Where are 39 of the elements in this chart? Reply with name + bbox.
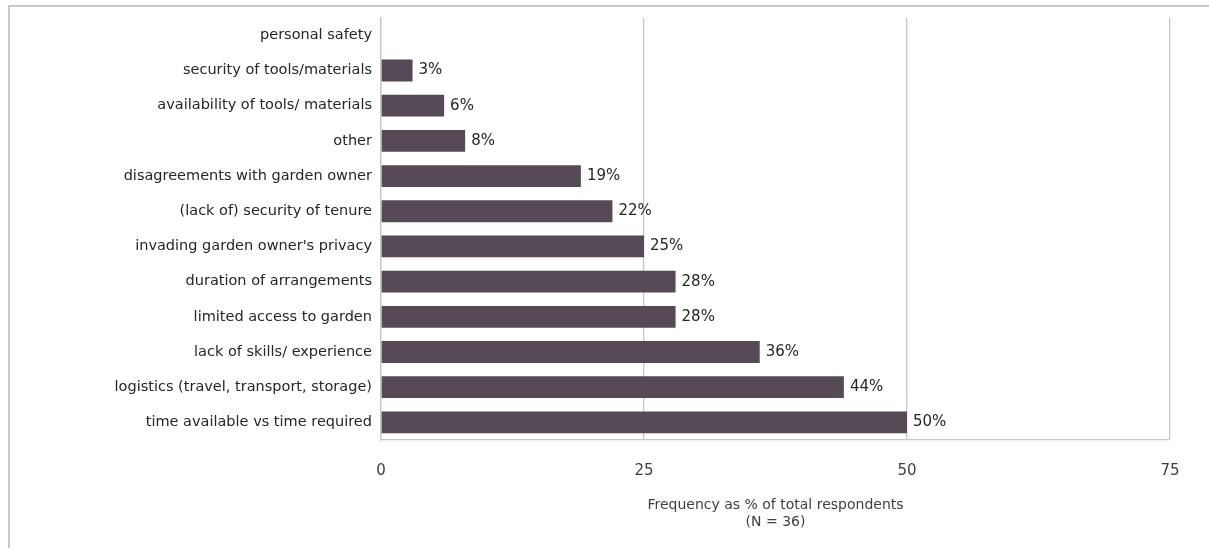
- data-label: 3%: [418, 60, 443, 79]
- y-tick-label: personal safety: [260, 26, 373, 43]
- bar: [381, 59, 413, 82]
- x-tick-label: 50: [897, 460, 917, 479]
- bar: [381, 94, 445, 117]
- y-tick-label: (lack of) security of tenure: [179, 202, 373, 219]
- bar: [381, 305, 676, 328]
- y-tick-label: logistics (travel, transport, storage): [114, 377, 372, 394]
- bar: [381, 341, 760, 363]
- data-label: 28%: [681, 306, 715, 325]
- data-label: 36%: [765, 341, 800, 360]
- bar: [381, 270, 676, 293]
- bar: [381, 411, 907, 434]
- x-tick-label: 0: [376, 460, 386, 479]
- bar: [381, 129, 466, 152]
- y-tick-label: lack of skills/ experience: [194, 342, 373, 359]
- x-tick-label: 25: [634, 460, 654, 479]
- x-axis-title: Frequency as % of total respondents (N = 36): [647, 496, 904, 529]
- y-tick-label: disagreements with garden owner: [123, 166, 373, 183]
- data-label: 50%: [913, 412, 947, 431]
- y-tick-label: security of tools/materials: [182, 61, 372, 78]
- data-label: 6%: [450, 95, 474, 114]
- bar: [381, 376, 844, 399]
- y-tick-label: availability of tools/ materials: [157, 96, 372, 113]
- data-label: 25%: [650, 236, 684, 255]
- bar: [381, 200, 613, 223]
- y-tick-label: time available vs time required: [145, 413, 372, 430]
- y-tick-label: other: [333, 131, 373, 148]
- x-tick-label: 75: [1160, 460, 1180, 479]
- y-tick-label: invading garden owner's privacy: [135, 237, 373, 254]
- data-label: 44%: [849, 377, 884, 396]
- data-label: 22%: [618, 201, 652, 220]
- bar: [381, 235, 644, 258]
- y-tick-label: limited access to garden: [193, 307, 372, 324]
- data-label: 28%: [681, 271, 715, 290]
- bar: [381, 165, 581, 187]
- data-label: 19%: [586, 165, 621, 184]
- y-tick-label: duration of arrangements: [185, 272, 372, 289]
- data-label: 8%: [471, 130, 495, 149]
